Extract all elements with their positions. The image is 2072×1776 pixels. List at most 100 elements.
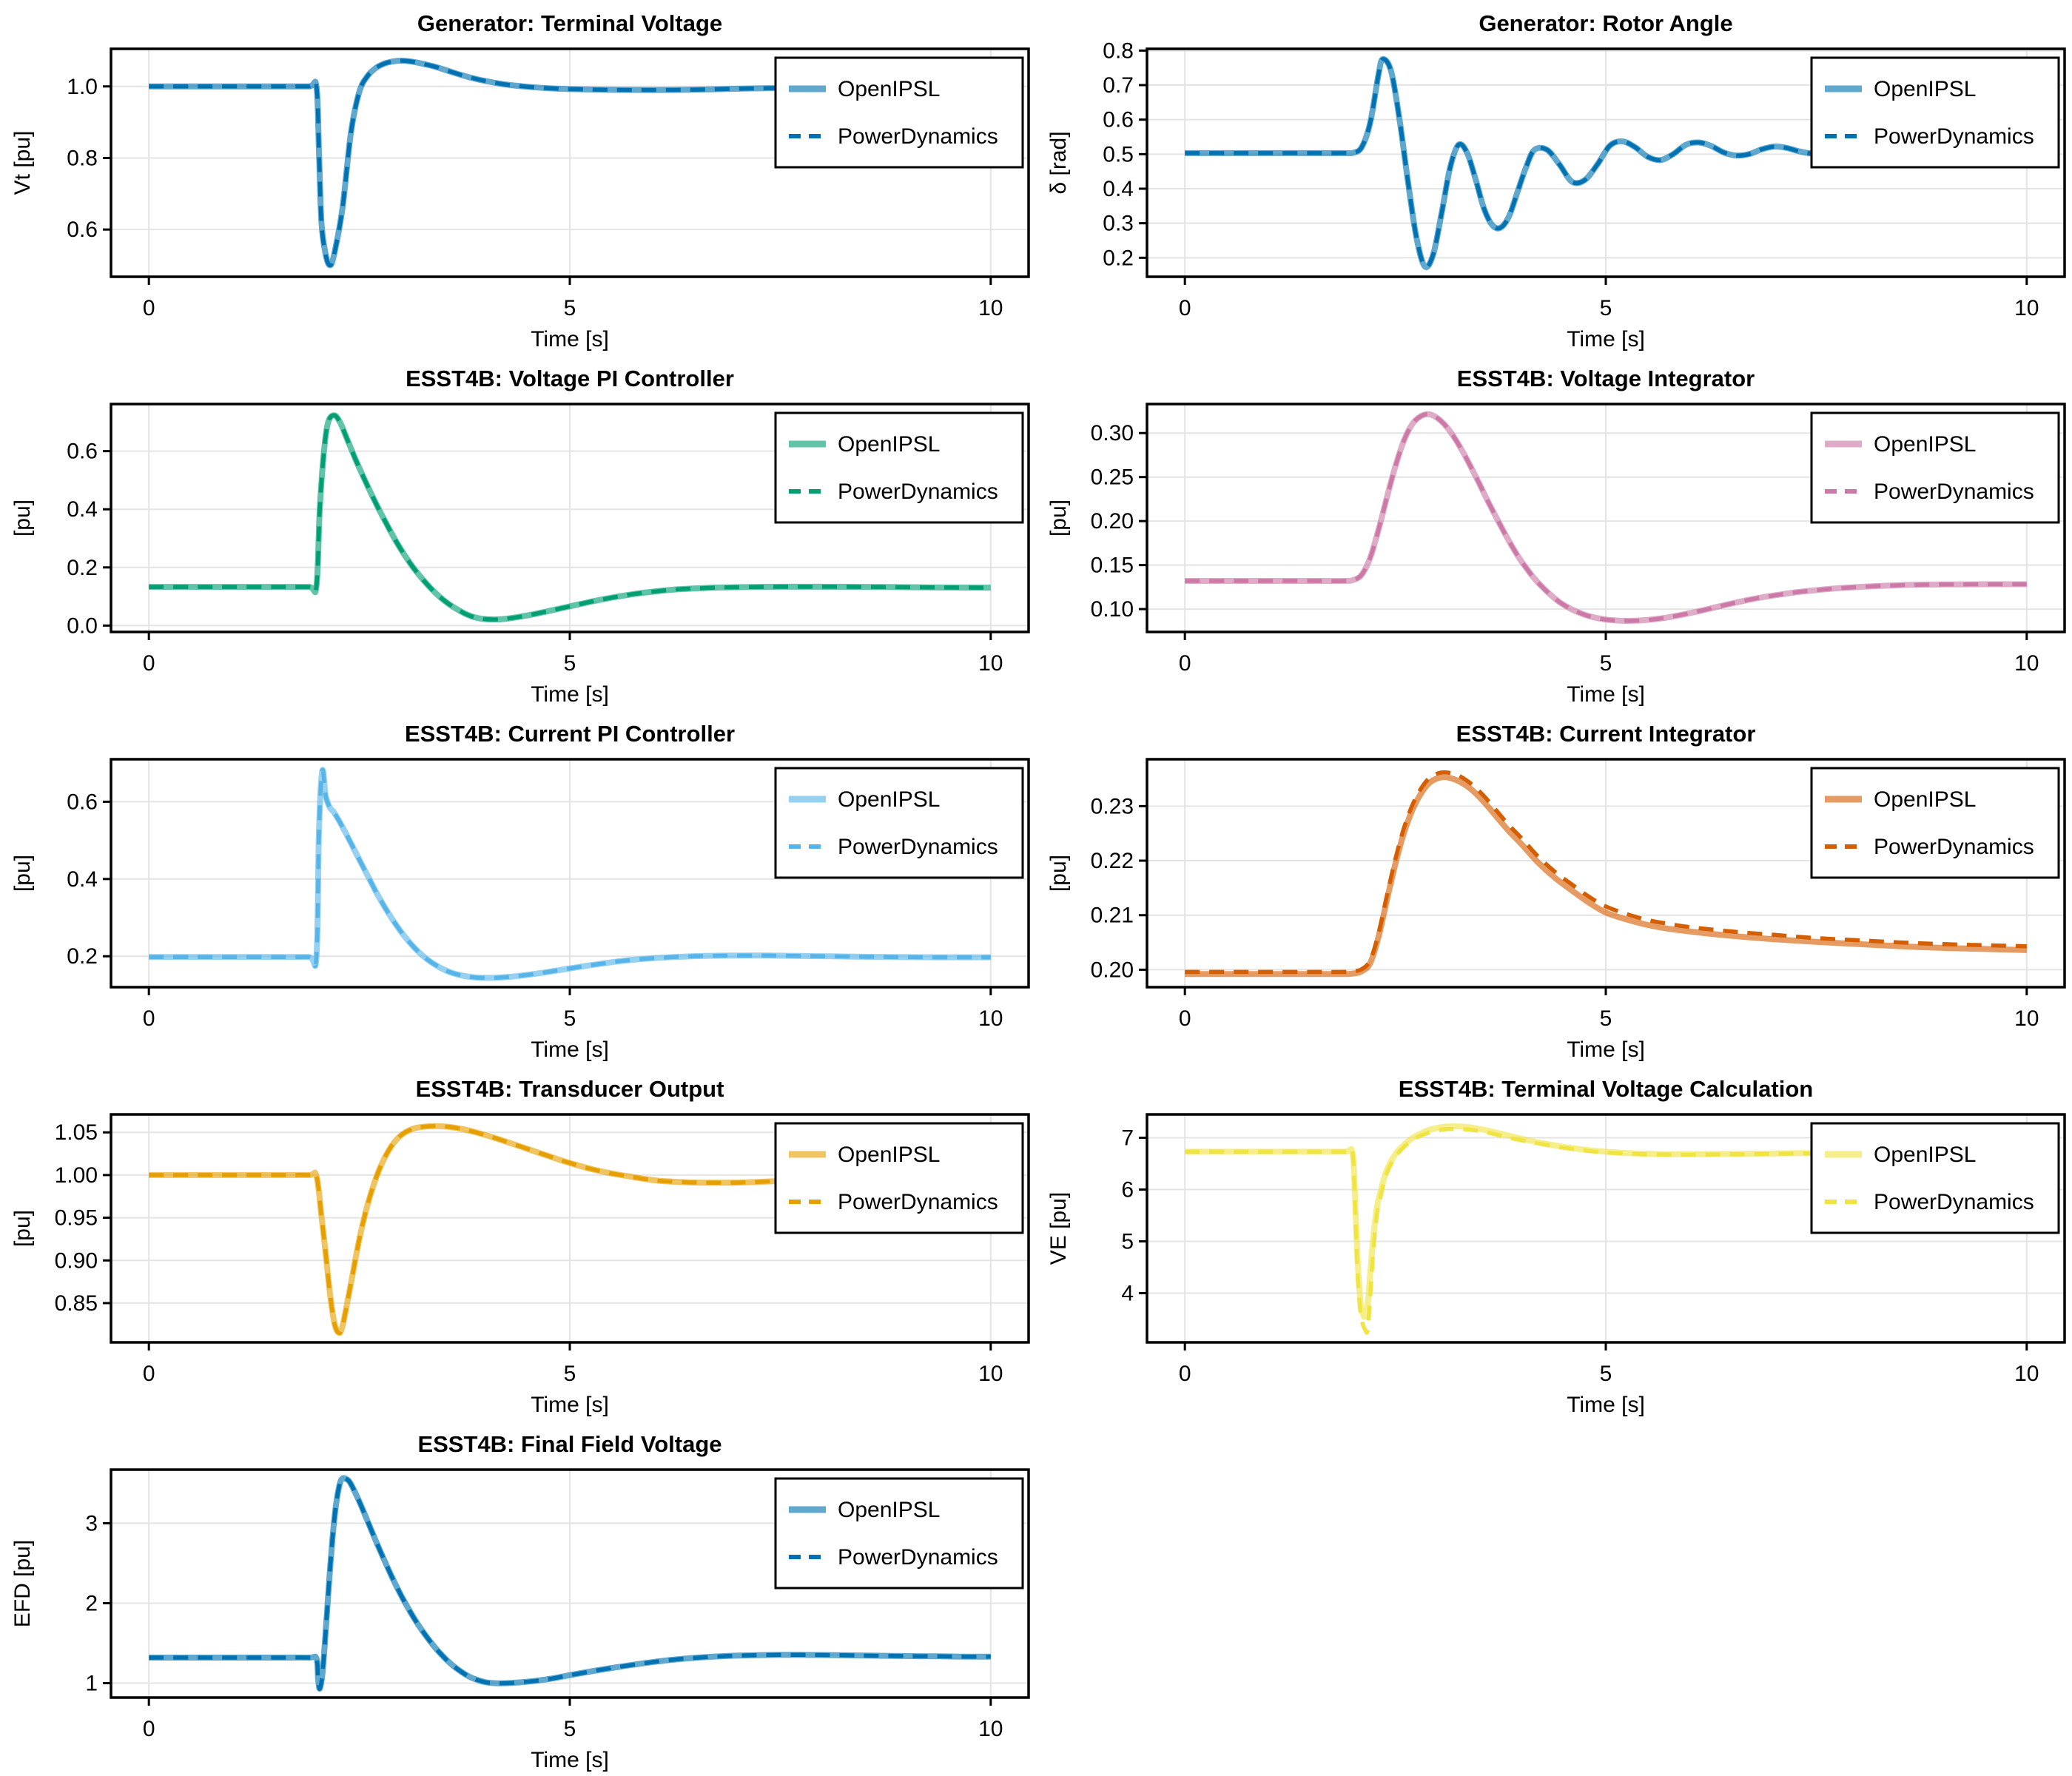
legend: OpenIPSL PowerDynamics xyxy=(1810,411,2060,524)
x-axis-label: Time [s] xyxy=(1567,682,1645,707)
chart-esst4b-voltage-integrator: 0 5 10 0.10 0.15 0.20 0.25 0.30 ESST4B: Voltage … xyxy=(1036,355,2072,710)
x-tick-label: 5 xyxy=(1600,651,1612,676)
legend-label: PowerDynamics xyxy=(1874,480,2034,504)
y-tick-label: 0.6 xyxy=(1103,108,1134,132)
y-tick-label: 0.2 xyxy=(1103,246,1134,270)
y-tick-label: 0.22 xyxy=(1091,849,1134,873)
chart-svg: 0 5 10 1 2 3 ESST4B: Final Field Voltage Time [… xyxy=(0,1421,1036,1776)
y-tick-label: 0.90 xyxy=(55,1248,98,1273)
chart-title: ESST4B: Final Field Voltage xyxy=(417,1431,722,1457)
x-tick-label: 0 xyxy=(1179,296,1191,320)
chart-svg: 0 5 10 0.2 0.4 0.6 ESST4B: Current PI Controll… xyxy=(0,710,1036,1066)
chart-title: Generator: Terminal Voltage xyxy=(417,10,722,36)
legend: OpenIPSL PowerDynamics xyxy=(774,411,1024,524)
y-tick-label: 0.20 xyxy=(1091,509,1134,534)
y-tick-label: 5 xyxy=(1121,1230,1134,1254)
y-tick-label: 0.25 xyxy=(1091,465,1134,490)
legend-label: OpenIPSL xyxy=(1874,787,1976,812)
x-tick-label: 5 xyxy=(564,651,576,676)
y-tick-label: 3 xyxy=(85,1511,98,1536)
y-tick-label: 0.21 xyxy=(1091,904,1134,928)
x-axis-label: Time [s] xyxy=(531,1748,609,1772)
y-tick-label: 0.0 xyxy=(67,613,98,638)
chart-title: ESST4B: Current PI Controller xyxy=(405,721,735,747)
legend-label: PowerDynamics xyxy=(838,1190,998,1214)
chart-background xyxy=(1036,1066,2072,1421)
legend-box xyxy=(1810,767,2060,879)
y-tick-label: 1.00 xyxy=(55,1163,98,1188)
legend-box xyxy=(1810,56,2060,169)
legend-box xyxy=(1810,411,2060,524)
x-tick-label: 10 xyxy=(978,1006,1003,1031)
x-tick-label: 0 xyxy=(143,1362,155,1386)
y-tick-label: 0.7 xyxy=(1103,73,1134,98)
series-line-powerdynamics xyxy=(149,58,991,268)
x-axis-label: Time [s] xyxy=(531,327,609,352)
y-tick-label: 0.2 xyxy=(67,944,98,969)
x-tick-label: 0 xyxy=(1179,1006,1191,1031)
y-axis-label: [pu] xyxy=(10,500,35,536)
y-axis-label: EFD [pu] xyxy=(10,1540,35,1627)
y-tick-label: 0.23 xyxy=(1091,794,1134,818)
y-axis-label: [pu] xyxy=(1046,855,1071,892)
chart-title: Generator: Rotor Angle xyxy=(1479,10,1732,36)
y-tick-label: 0.4 xyxy=(1103,177,1134,201)
chart-background xyxy=(1036,710,2072,1066)
chart-esst4b-final-field-voltage: 0 5 10 1 2 3 ESST4B: Final Field Voltage Time [… xyxy=(0,1421,1036,1776)
series-line-openipsl xyxy=(1185,411,2027,624)
x-axis-label: Time [s] xyxy=(531,1393,609,1417)
y-tick-label: 0.6 xyxy=(67,440,98,464)
legend-box xyxy=(774,1122,1024,1234)
legend: OpenIPSL PowerDynamics xyxy=(774,1477,1024,1590)
legend: OpenIPSL PowerDynamics xyxy=(774,767,1024,879)
legend-label: OpenIPSL xyxy=(838,77,940,101)
y-tick-label: 0.85 xyxy=(55,1291,98,1316)
series-line-powerdynamics xyxy=(149,413,991,622)
chart-background xyxy=(0,710,1036,1066)
chart-svg: 0 5 10 0.20 0.21 0.22 0.23 ESST4B: Current Inte… xyxy=(1036,710,2072,1066)
y-axis-label: [pu] xyxy=(10,1210,35,1247)
x-axis-label: Time [s] xyxy=(1567,1037,1645,1062)
x-tick-label: 0 xyxy=(1179,651,1191,676)
y-tick-label: 0.15 xyxy=(1091,554,1134,578)
chart-title: ESST4B: Current Integrator xyxy=(1456,721,1756,747)
x-axis-label: Time [s] xyxy=(531,682,609,707)
legend-label: OpenIPSL xyxy=(1874,432,1976,457)
chart-background xyxy=(0,355,1036,710)
chart-background xyxy=(0,1066,1036,1421)
chart-background xyxy=(0,0,1036,355)
y-tick-label: 0.2 xyxy=(67,556,98,580)
x-tick-label: 0 xyxy=(143,296,155,320)
x-tick-label: 10 xyxy=(2014,296,2039,320)
y-tick-label: 0.8 xyxy=(67,146,98,170)
x-tick-label: 5 xyxy=(564,1006,576,1031)
chart-title: ESST4B: Voltage Integrator xyxy=(1457,366,1755,391)
chart-esst4b-current-integrator: 0 5 10 0.20 0.21 0.22 0.23 ESST4B: Current Inte… xyxy=(1036,710,2072,1066)
legend-label: PowerDynamics xyxy=(1874,124,2034,149)
legend-label: PowerDynamics xyxy=(1874,1190,2034,1214)
chart-svg: 0 5 10 0.2 0.3 0.4 0.5 0.6 0.7 0.8 Generator: Roto… xyxy=(1036,0,2072,355)
x-tick-label: 5 xyxy=(564,1717,576,1741)
chart-svg: 0 5 10 0.0 0.2 0.4 0.6 ESST4B: Voltage PI Contr… xyxy=(0,355,1036,710)
chart-title: ESST4B: Voltage PI Controller xyxy=(406,366,734,391)
legend: OpenIPSL PowerDynamics xyxy=(1810,767,2060,879)
empty-cell xyxy=(1036,1421,2072,1776)
series-line-powerdynamics xyxy=(149,1124,991,1336)
chart-svg: 0 5 10 0.10 0.15 0.20 0.25 0.30 ESST4B: Voltage … xyxy=(1036,355,2072,710)
x-tick-label: 10 xyxy=(978,1362,1003,1386)
chart-background xyxy=(1036,355,2072,710)
y-tick-label: 0.4 xyxy=(67,497,98,522)
x-tick-label: 10 xyxy=(2014,1362,2039,1386)
x-tick-label: 0 xyxy=(143,651,155,676)
x-axis-label: Time [s] xyxy=(1567,327,1645,352)
chart-svg: 0 5 10 0.85 0.90 0.95 1.00 1.05 ESST4B: Transduc… xyxy=(0,1066,1036,1421)
chart-background xyxy=(1036,0,2072,355)
legend-label: OpenIPSL xyxy=(1874,1143,1976,1167)
chart-generator-terminal-voltage: 0 5 10 0.6 0.8 1.0 Generator: Terminal Voltage… xyxy=(0,0,1036,355)
x-axis-label: Time [s] xyxy=(1567,1393,1645,1417)
x-tick-label: 5 xyxy=(1600,296,1612,320)
legend-box xyxy=(774,1477,1024,1590)
legend-label: OpenIPSL xyxy=(838,787,940,812)
x-tick-label: 10 xyxy=(2014,1006,2039,1031)
series-line-powerdynamics xyxy=(149,767,991,980)
